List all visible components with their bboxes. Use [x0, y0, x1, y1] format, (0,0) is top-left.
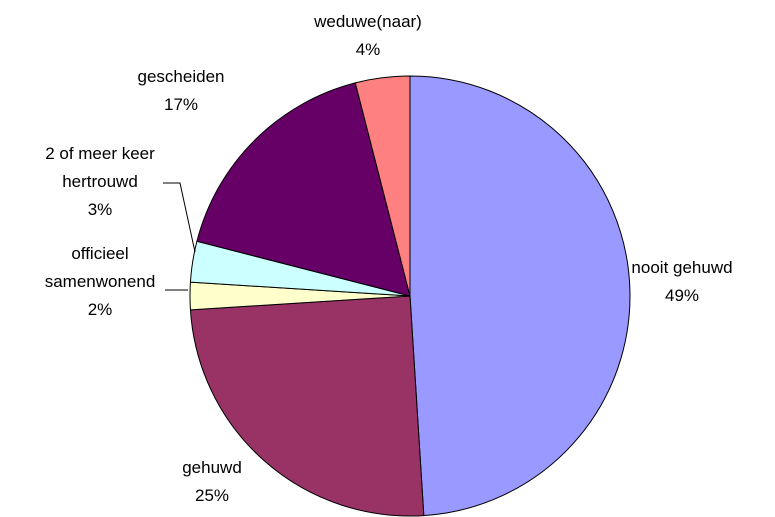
- value-label: 3%: [87, 200, 113, 219]
- category-label: gehuwd: [182, 458, 242, 477]
- category-label: nooit gehuwd: [631, 258, 733, 277]
- pie-slice: [196, 82, 411, 297]
- slice-label: weduwe(naar) 4%: [288, 8, 448, 64]
- category-label: gescheiden: [137, 67, 225, 86]
- value-label: 4%: [355, 40, 381, 59]
- slice-label: nooit gehuwd 49%: [612, 254, 752, 310]
- pie-slice: [189, 295, 425, 517]
- slice-label: gehuwd 25%: [152, 454, 272, 510]
- category-label: 2 of meer keer hertrouwd: [45, 144, 155, 191]
- category-label: officieel samenwonend: [44, 244, 156, 291]
- slice-label: officieel samenwonend 2%: [30, 240, 170, 324]
- pie-slice: [409, 75, 631, 517]
- pie-slice: [354, 75, 411, 297]
- value-label: 2%: [87, 300, 113, 319]
- leader-line: [163, 182, 196, 253]
- slice-label: 2 of meer keer hertrouwd 3%: [20, 140, 180, 224]
- value-label: 25%: [194, 486, 230, 505]
- value-label: 49%: [664, 286, 700, 305]
- value-label: 17%: [163, 95, 199, 114]
- category-label: weduwe(naar): [314, 12, 422, 31]
- slice-label: gescheiden 17%: [111, 63, 251, 119]
